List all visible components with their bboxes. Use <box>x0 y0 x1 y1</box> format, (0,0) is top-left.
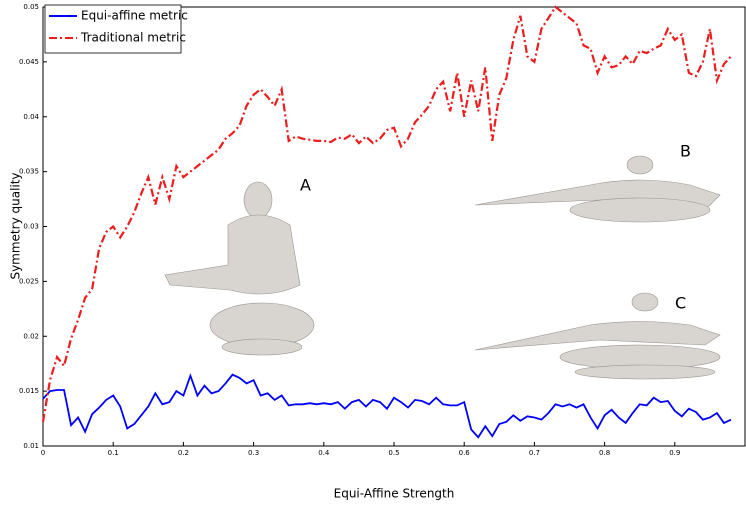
x-tick-label: 0.5 <box>388 449 399 457</box>
y-tick-label: 0.03 <box>23 223 39 231</box>
x-tick-label: 0.7 <box>529 449 540 457</box>
y-tick-label: 0.01 <box>23 442 39 450</box>
x-axis-label: Equi-Affine Strength <box>334 487 455 501</box>
y-tick-label: 0.035 <box>19 168 39 176</box>
x-tick-label: 0.6 <box>459 449 471 457</box>
background <box>0 0 746 503</box>
legend-label: Equi-affine metric <box>81 9 188 23</box>
y-tick-label: 0.015 <box>19 387 39 395</box>
x-tick-label: 0.1 <box>108 449 119 457</box>
y-axis-label: Symmetry quality <box>9 172 23 279</box>
annotation: A <box>300 176 311 195</box>
annotation: C <box>675 294 686 313</box>
y-tick-label: 0.045 <box>19 58 39 66</box>
y-tick-label: 0.02 <box>23 332 39 340</box>
x-tick-label: 0.8 <box>599 449 610 457</box>
legend-label: Traditional metric <box>80 31 186 45</box>
y-tick-label: 0.04 <box>23 113 39 121</box>
x-tick-label: 0 <box>41 449 45 457</box>
x-tick-label: 0.4 <box>318 449 330 457</box>
legend: Equi-affine metric Traditional metric <box>45 5 188 53</box>
y-tick-label: 0.025 <box>19 277 39 285</box>
x-tick-label: 0.3 <box>248 449 259 457</box>
y-tick-label: 0.05 <box>23 3 39 11</box>
x-tick-label: 0.2 <box>178 449 189 457</box>
x-tick-label: 0.9 <box>669 449 680 457</box>
chart: A B C Equi-Affine Strength Symmetry qual… <box>0 0 746 503</box>
annotation: B <box>680 142 691 161</box>
